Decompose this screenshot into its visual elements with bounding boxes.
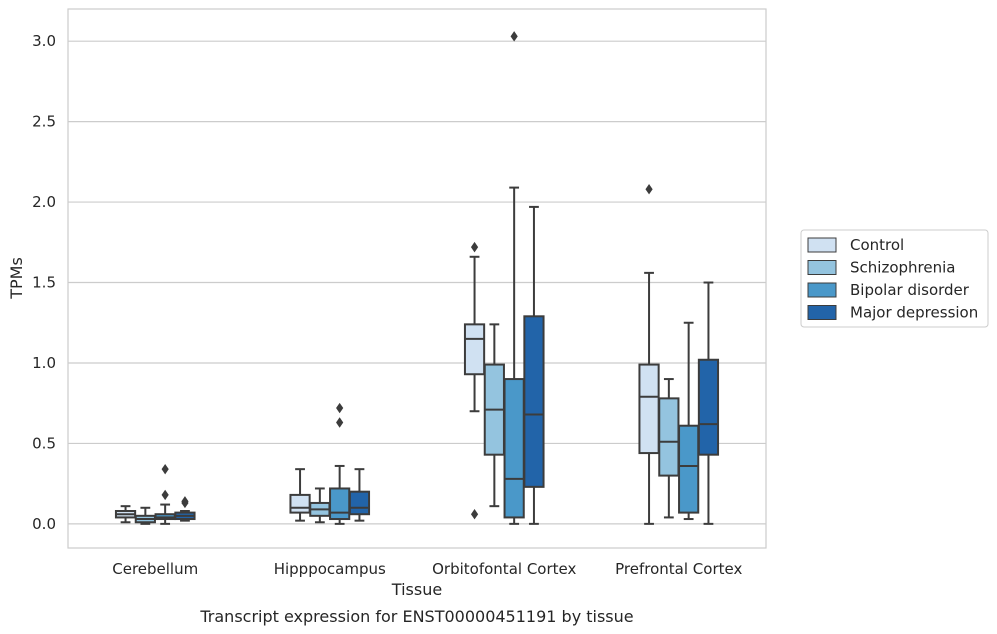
legend-swatch [807,282,837,298]
box-iqr [697,358,720,456]
legend: Control Schizophrenia Bipolar disorder Majo… [800,229,989,328]
box-control [114,505,137,524]
y-axis-label: TPMs [7,257,26,300]
outlier-point [181,497,189,509]
x-tick-labels: Cerebellum Hipppocampus Orbitofontal Corte… [112,560,742,578]
x-tick-label: Cerebellum [112,560,198,578]
legend-label: Control [850,236,904,254]
outlier-point [161,489,169,501]
box-bipolar-disorder [503,31,525,525]
legend-label: Bipolar disorder [850,281,970,299]
box-groups [114,31,720,525]
outlier-point [510,31,518,42]
legend-swatch [807,237,837,253]
box-iqr [658,397,680,477]
y-tick-label: 0.0 [32,515,56,533]
box-iqr [523,315,545,488]
legend-label: Schizophrenia [850,259,955,277]
outlier-point [336,402,344,414]
legend-swatch [807,305,837,320]
plot-frame [67,8,767,549]
y-tick-label: 3.0 [32,32,56,50]
x-tick-label: Orbitofontal Cortex [432,560,576,578]
box-bipolar-disorder [678,321,700,521]
box-major-depression [523,205,545,525]
box-schizophrenia [309,487,331,524]
outlier-point [470,509,479,520]
chart-caption: Transcript expression for ENST0000045119… [199,607,633,626]
box-bipolar-disorder [329,402,351,525]
y-tick-label: 0.5 [32,434,56,452]
box-control [289,468,311,522]
box-major-depression [174,496,196,522]
gridlines [68,40,766,525]
box-control [463,241,486,520]
outlier-point [161,463,169,475]
box-iqr [348,490,371,516]
y-tick-label: 2.0 [32,193,56,211]
box-bipolar-disorder [154,463,176,525]
box-iqr [289,493,311,514]
box-iqr [638,363,660,455]
box-iqr [329,487,351,521]
box-major-depression [697,281,720,525]
y-tick-labels: 0.0 0.5 1.0 1.5 2.0 2.5 3.0 [32,32,56,533]
outlier-point [336,417,344,428]
box-schizophrenia [658,378,680,519]
box-schizophrenia [483,323,505,508]
x-tick-label: Prefrontal Cortex [615,560,742,578]
y-tick-label: 1.5 [32,274,56,292]
box-major-depression [348,468,371,522]
y-tick-label: 1.0 [32,354,56,372]
box-control [638,184,660,525]
y-tick-label: 2.5 [32,113,56,131]
box-schizophrenia [134,506,156,525]
box-iqr [463,323,486,376]
x-tick-label: Hipppocampus [274,560,386,578]
box-iqr [503,378,525,519]
legend-label: Major depression [850,304,978,322]
legend-swatch [807,260,837,275]
outlier-point [470,241,479,253]
box-iqr [678,424,700,514]
x-axis-label: Tissue [391,580,442,599]
outlier-point [645,184,653,195]
legend-frame [800,229,989,328]
